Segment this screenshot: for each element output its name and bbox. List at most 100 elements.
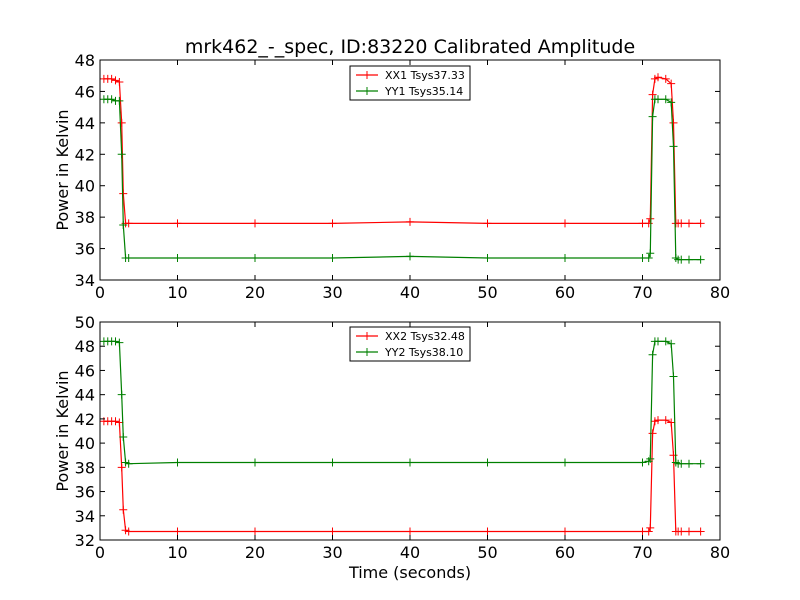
x-tick-label: 40 — [400, 543, 420, 562]
x-tick-label: 0 — [95, 543, 105, 562]
data-point-marker — [654, 73, 662, 82]
data-point-marker — [406, 527, 414, 536]
data-point-marker — [111, 337, 120, 346]
y-tick-label: 40 — [75, 177, 95, 196]
data-point-marker — [251, 527, 259, 536]
x-tick-label: 80 — [710, 543, 730, 562]
data-point-marker — [667, 98, 676, 107]
y-tick-label: 34 — [75, 507, 95, 526]
data-point-marker — [117, 390, 126, 399]
y-tick-label: 46 — [75, 82, 95, 101]
data-point-marker — [117, 118, 126, 127]
legend-entry-label: YY1 Tsys35.14 — [384, 85, 463, 98]
data-point-marker — [124, 219, 133, 228]
data-point-marker — [661, 95, 670, 104]
x-tick-label: 30 — [322, 283, 342, 302]
y-tick-label: 48 — [75, 51, 95, 70]
data-point-marker — [646, 454, 655, 463]
x-tick-label: 40 — [400, 283, 420, 302]
data-point-marker — [661, 337, 670, 346]
x-tick-label: 80 — [710, 283, 730, 302]
data-point-marker — [117, 463, 126, 472]
data-point-marker — [677, 527, 686, 536]
legend-marker — [363, 332, 371, 340]
data-point-marker — [483, 458, 492, 467]
data-point-marker — [119, 221, 128, 229]
legend-entry-label: XX1 Tsys37.33 — [385, 69, 465, 82]
y-tick-label: 32 — [75, 531, 95, 550]
data-point-marker — [111, 76, 120, 85]
data-point-marker — [677, 255, 686, 264]
legend-marker — [363, 87, 371, 95]
data-point-marker — [638, 458, 647, 467]
data-point-marker — [696, 459, 705, 468]
data-point-marker — [677, 459, 686, 468]
x-tick-label: 50 — [477, 283, 497, 302]
data-point-marker — [561, 219, 569, 228]
y-tick-label: 48 — [75, 337, 95, 356]
data-point-marker — [685, 459, 693, 468]
x-tick-label: 20 — [245, 543, 265, 562]
data-point-marker — [667, 339, 676, 348]
data-point-marker — [119, 505, 128, 514]
y-tick-label: 44 — [75, 386, 95, 405]
data-point-marker — [654, 95, 662, 104]
top-panel: 0 10 20 30 40 50 60 70 80 34 36 38 40 42 44 46 48 Power i… — [53, 51, 730, 302]
data-point-marker — [173, 527, 182, 536]
data-point-marker — [696, 255, 705, 264]
data-point-marker — [483, 219, 492, 228]
x-tick-label: 70 — [632, 543, 652, 562]
data-point-marker — [644, 254, 653, 262]
data-point-marker — [328, 527, 337, 536]
y-tick-label: 36 — [75, 483, 95, 502]
y-tick-label: 38 — [75, 458, 95, 477]
legend-box — [349, 326, 471, 362]
data-point-marker — [406, 252, 414, 261]
data-point-marker — [115, 96, 124, 105]
data-point-marker — [111, 417, 120, 426]
data-point-marker — [107, 74, 116, 83]
data-point-marker — [696, 219, 705, 228]
x-tick-label: 30 — [322, 543, 342, 562]
data-point-marker — [669, 118, 678, 127]
data-point-marker — [661, 74, 670, 83]
data-point-marker — [648, 112, 657, 121]
data-point-marker — [646, 523, 655, 532]
series-line-1 — [103, 419, 701, 533]
data-point-marker — [124, 254, 133, 262]
x-tick-label: 60 — [555, 283, 575, 302]
data-point-marker — [115, 418, 124, 427]
data-point-marker — [685, 527, 693, 536]
y-tick-label: 50 — [75, 313, 95, 332]
data-point-marker — [115, 78, 124, 86]
y-tick-label: 46 — [75, 361, 95, 380]
data-point-marker — [115, 338, 124, 347]
y-tick-label: 42 — [75, 410, 95, 429]
x-tick-label: 20 — [245, 283, 265, 302]
bottom-panel: 0 10 20 30 40 50 60 70 80 32 34 36 38 40 42 44 46 48 50 Pow… — [53, 313, 730, 562]
legend-marker — [363, 71, 371, 79]
data-point-marker — [119, 433, 128, 442]
data-point-marker — [696, 527, 705, 536]
y-tick-label: 36 — [75, 240, 95, 259]
x-tick-label: 10 — [167, 543, 187, 562]
data-point-marker — [667, 418, 676, 427]
data-point-marker — [173, 458, 182, 467]
data-point-marker — [644, 219, 653, 228]
legend-entry-label: YY2 Tsys38.10 — [384, 346, 463, 359]
data-point-marker — [648, 90, 657, 99]
data-point-marker — [173, 254, 182, 262]
data-point-marker — [251, 254, 259, 262]
data-point-marker — [251, 458, 259, 467]
data-point-marker — [648, 350, 657, 359]
data-point-marker — [483, 527, 492, 536]
data-point-marker — [124, 459, 133, 468]
x-tick-label: 60 — [555, 543, 575, 562]
x-tick-label: 10 — [167, 283, 187, 302]
data-point-marker — [654, 337, 662, 346]
data-point-marker — [328, 254, 337, 262]
x-tick-label: 50 — [477, 543, 497, 562]
data-point-marker — [648, 429, 657, 438]
legend-entry-label: XX2 Tsys32.48 — [385, 330, 465, 343]
